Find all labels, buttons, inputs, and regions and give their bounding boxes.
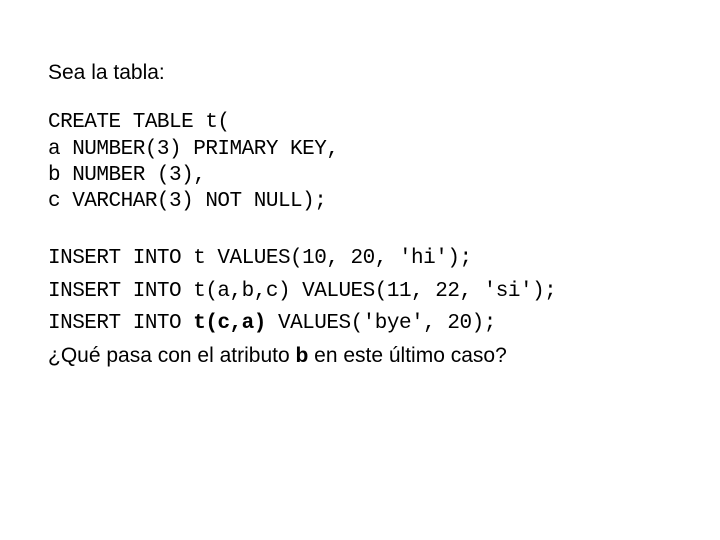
create-line-1: CREATE TABLE t( [48,111,230,134]
create-table-block: CREATE TABLE t( a NUMBER(3) PRIMARY KEY,… [48,110,672,215]
create-line-3: b NUMBER (3), [48,164,205,187]
create-line-2: a NUMBER(3) PRIMARY KEY, [48,138,338,161]
intro-text: Sea la tabla: [48,60,672,86]
insert-row-3: INSERT INTO t(c,a) VALUES('bye', 20); [48,308,672,341]
insert-3-bold: t(c,a) [193,312,266,335]
question-bold-b: b [295,344,308,367]
question-pre: ¿Qué pasa con el atributo [48,344,295,367]
create-line-4: c VARCHAR(3) NOT NULL); [48,190,326,213]
insert-3-pre: INSERT INTO [48,312,193,335]
question-post: en este último caso? [308,344,506,367]
insert-block: INSERT INTO t VALUES(10, 20, 'hi'); INSE… [48,243,672,341]
question-text: ¿Qué pasa con el atributo b en este últi… [48,343,672,369]
insert-3-post: VALUES('bye', 20); [266,312,496,335]
insert-row-2: INSERT INTO t(a,b,c) VALUES(11, 22, 'si'… [48,276,672,309]
insert-row-1: INSERT INTO t VALUES(10, 20, 'hi'); [48,243,672,276]
